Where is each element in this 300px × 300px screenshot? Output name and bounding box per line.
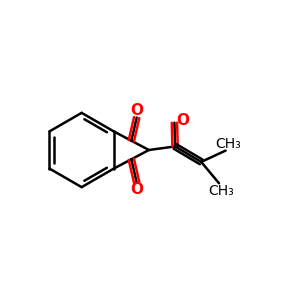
- Text: O: O: [130, 103, 143, 118]
- Text: O: O: [176, 113, 189, 128]
- Text: CH₃: CH₃: [215, 137, 241, 151]
- Text: O: O: [130, 182, 143, 196]
- Text: CH₃: CH₃: [208, 184, 234, 198]
